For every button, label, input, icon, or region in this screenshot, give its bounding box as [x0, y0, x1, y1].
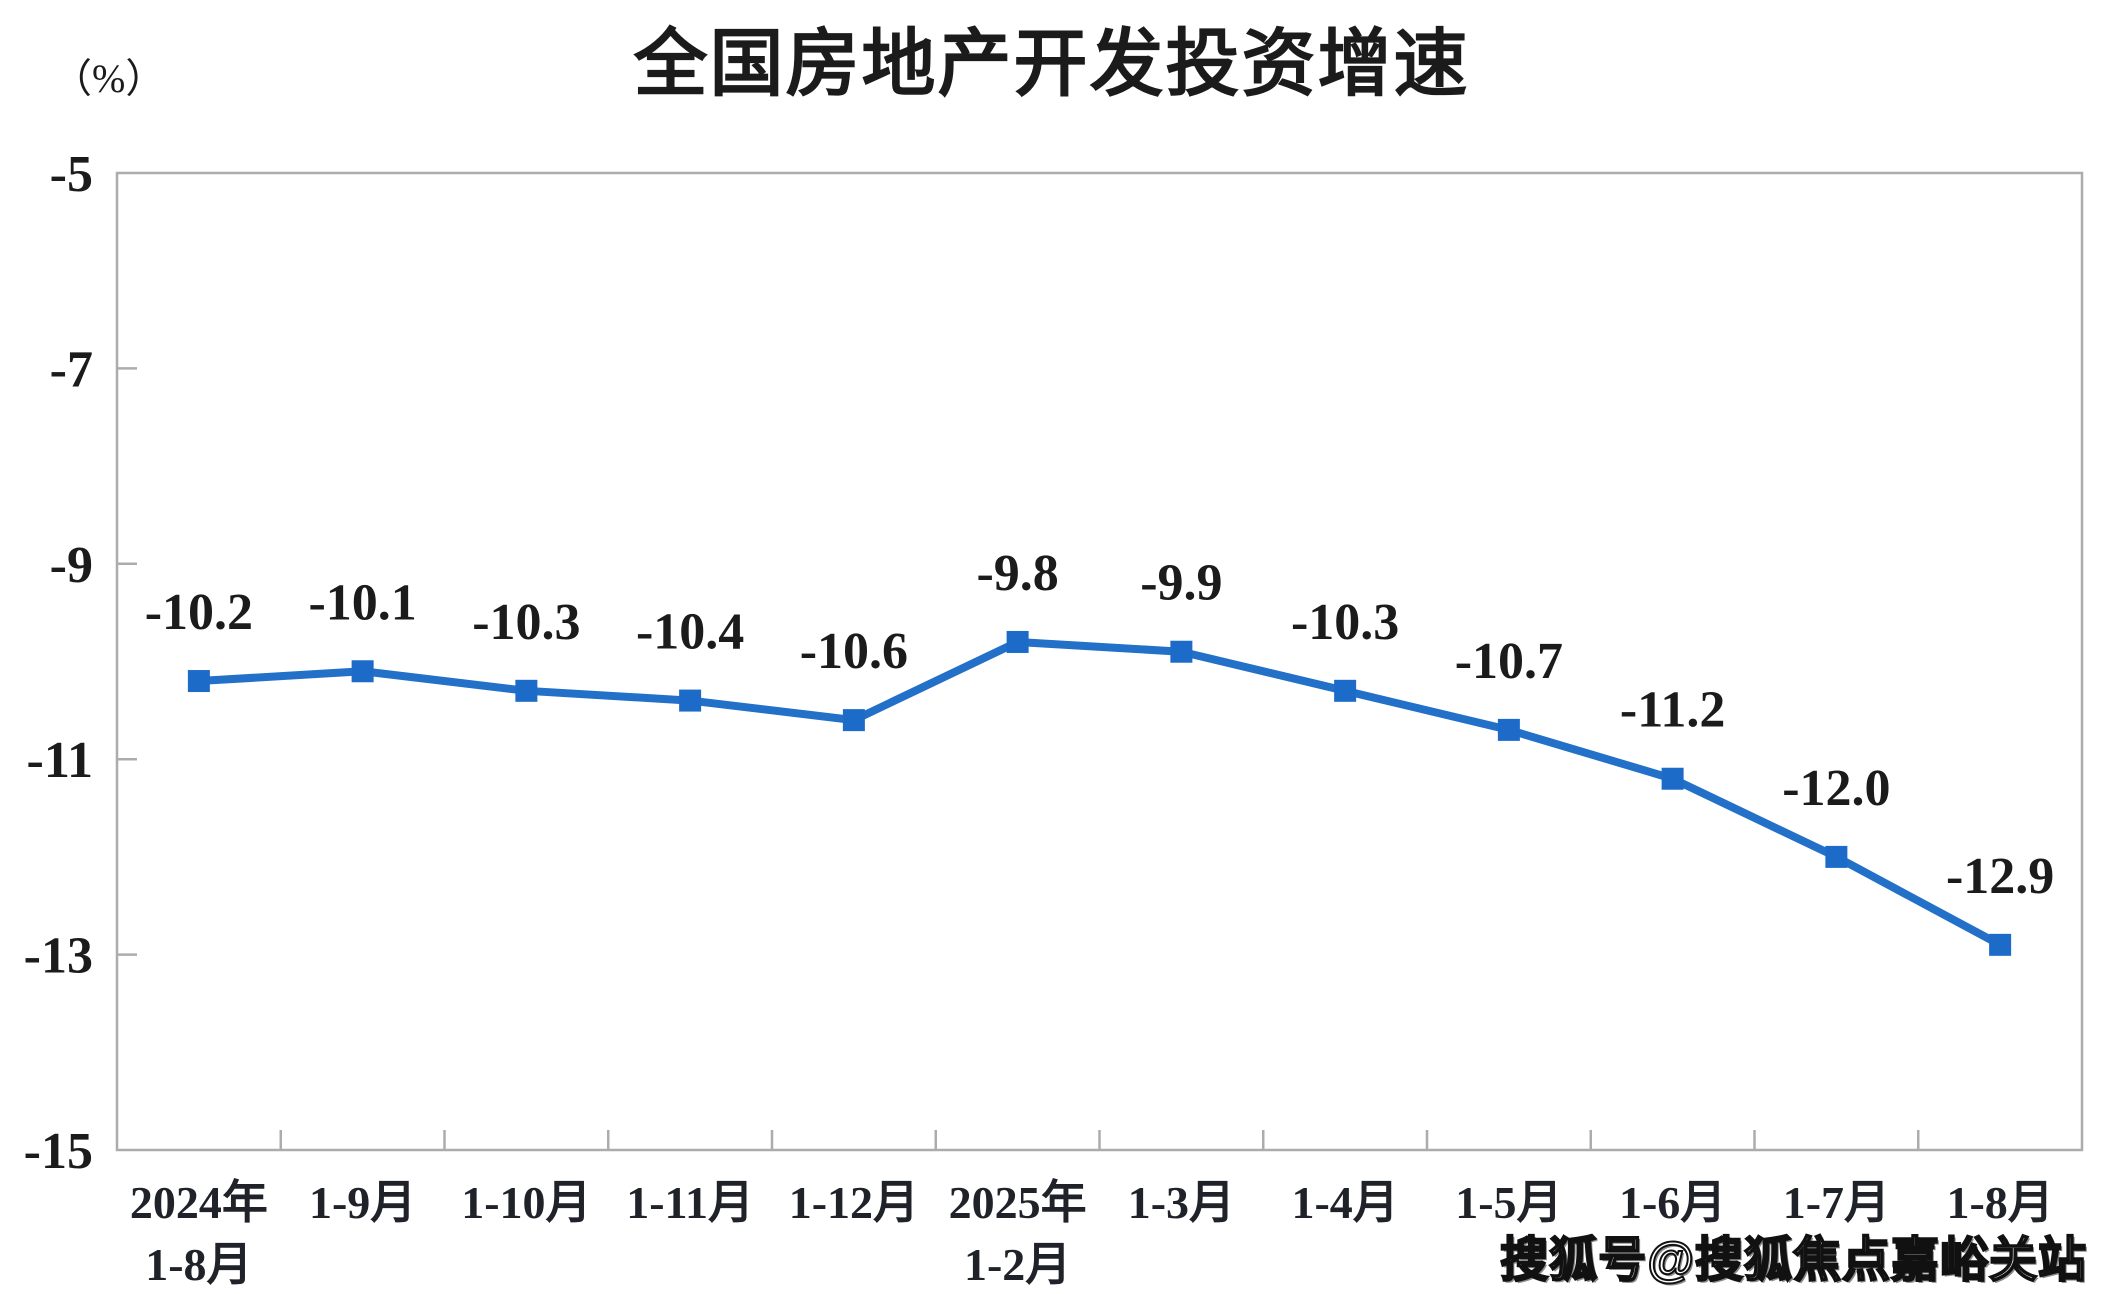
data-point-marker	[1497, 718, 1520, 741]
data-point-marker	[1989, 933, 2012, 956]
data-point-marker	[1006, 630, 1029, 653]
x-tick-label: 1-12月	[789, 1177, 919, 1228]
watermark: 搜狐号@搜狐焦点嘉峪关站	[1499, 1233, 2087, 1288]
data-point-marker	[679, 689, 702, 712]
data-point-marker	[1334, 679, 1357, 702]
x-tick-label: 1-11月	[626, 1177, 754, 1228]
chart-title: 全国房地产开发投资增速	[633, 22, 1470, 105]
data-point-label: -10.1	[308, 574, 416, 631]
data-point-label: -10.6	[800, 623, 908, 680]
y-tick-label: -11	[27, 732, 93, 789]
x-tick-label: 1-5月	[1455, 1177, 1562, 1228]
data-point-label: -9.9	[1140, 555, 1222, 612]
data-point-marker	[842, 709, 865, 732]
series-line	[194, 637, 2005, 949]
data-point-label: -11.2	[1620, 682, 1725, 739]
data-point-label: -10.7	[1455, 633, 1563, 690]
data-point-marker	[187, 670, 210, 693]
y-tick-label: -9	[50, 537, 93, 594]
data-point-marker	[1170, 640, 1193, 663]
x-tick-label: 2025年 1-2月	[949, 1177, 1087, 1290]
x-tick-label: 1-6月	[1619, 1177, 1726, 1228]
x-tick-label: 1-3月	[1128, 1177, 1235, 1228]
data-point-label: -10.3	[472, 594, 580, 651]
x-tick-label: 1-9月	[309, 1177, 416, 1228]
data-point-label: -10.3	[1291, 594, 1399, 651]
x-tick-label: 1-4月	[1291, 1177, 1398, 1228]
data-point-label: -10.2	[145, 584, 253, 641]
y-axis-unit-label: （%）	[52, 56, 166, 101]
data-point-label: -10.4	[636, 604, 744, 661]
x-tick-label: 1-10月	[461, 1177, 591, 1228]
data-point-marker	[1825, 845, 1848, 868]
data-point-label: -9.8	[976, 545, 1058, 602]
y-tick-label: -5	[50, 146, 93, 203]
data-point-label: -12.0	[1782, 760, 1890, 817]
plot-border	[115, 171, 2084, 1152]
data-point-marker	[1661, 767, 1684, 790]
y-tick-label: -7	[50, 341, 93, 398]
y-tick-label: -15	[24, 1123, 93, 1180]
x-tick-label: 1-7月	[1783, 1177, 1890, 1228]
x-tick-label: 1-8月	[1946, 1177, 2053, 1228]
x-tick-label: 2024年 1-8月	[130, 1177, 268, 1290]
data-point-marker	[515, 679, 538, 702]
data-point-marker	[351, 660, 374, 683]
y-tick-label: -13	[24, 928, 93, 985]
data-point-label: -12.9	[1946, 848, 2054, 905]
